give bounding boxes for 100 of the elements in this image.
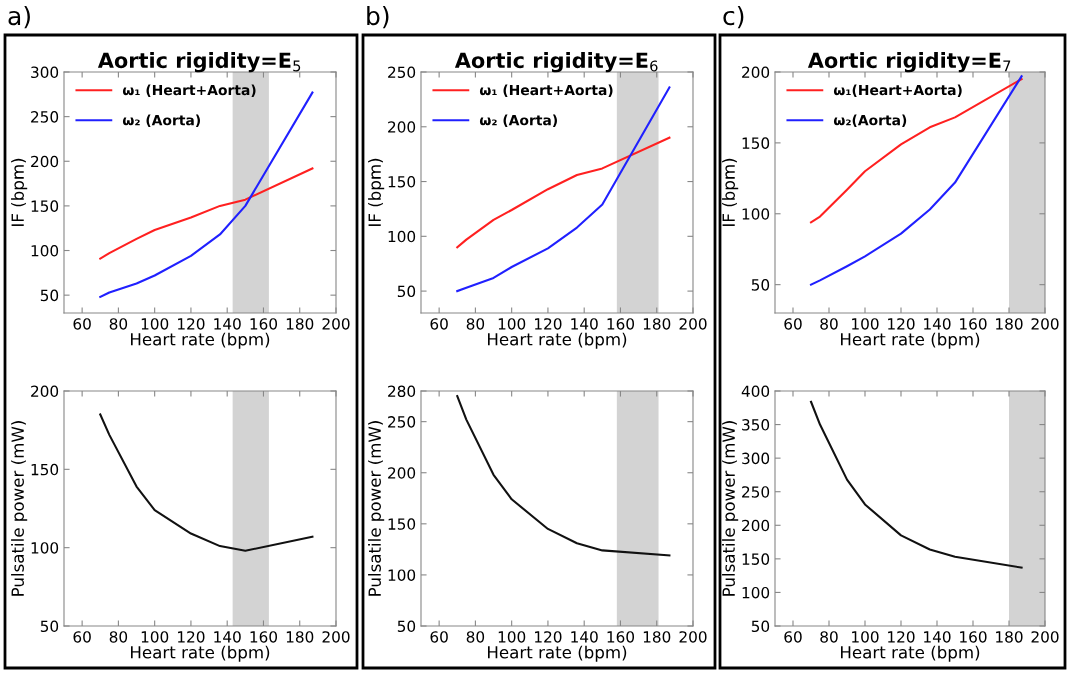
y-tick-label: 250 xyxy=(31,111,59,123)
y-tick-label: 100 xyxy=(31,542,59,554)
y-axis-title: Pulsatile power (mW) xyxy=(368,421,385,596)
x-tick-label: 100 xyxy=(852,631,879,643)
x-axis-title: Heart rate (bpm) xyxy=(488,645,627,662)
x-tick-label: 160 xyxy=(250,631,278,643)
x-tick-label: 160 xyxy=(960,318,987,330)
line-series xyxy=(99,167,314,260)
legend-label: ω₂(Aorta) xyxy=(833,114,907,127)
x-tick-label: 140 xyxy=(214,318,241,330)
y-axis-title: IF (bpm) xyxy=(722,158,739,226)
y-tick-label: 250 xyxy=(388,416,416,428)
line-series xyxy=(809,75,1023,286)
legend-label: ω₂ (Aorta) xyxy=(122,114,200,127)
y-tick-label: 400 xyxy=(741,385,770,398)
x-tick-label: 120 xyxy=(888,318,915,330)
x-tick-label: 180 xyxy=(643,318,671,330)
x-tick-label: 200 xyxy=(1031,631,1059,643)
text: c) xyxy=(723,5,744,29)
x-tick-label: 100 xyxy=(498,318,526,330)
chart-title: Aortic rigidity=E$_{6}$ xyxy=(454,52,658,73)
y-tick-label: 50 xyxy=(40,289,59,302)
x-axis-title: Heart rate (bpm) xyxy=(131,645,270,662)
x-tick-label: 120 xyxy=(178,631,205,643)
text: a) xyxy=(8,5,30,29)
x-tick-label: 60 xyxy=(430,631,448,643)
x-tick-label: 120 xyxy=(535,318,562,330)
y-tick-label: 50 xyxy=(751,279,770,291)
x-tick-label: 140 xyxy=(571,631,598,643)
y-tick-label: 250 xyxy=(388,66,416,79)
x-tick-label: 140 xyxy=(924,318,951,330)
x-tick-label: 60 xyxy=(73,631,91,643)
y-tick-label: 150 xyxy=(388,176,416,188)
y-tick-label: 50 xyxy=(397,285,416,298)
y-tick-label: 200 xyxy=(742,519,770,532)
x-tick-label: 200 xyxy=(679,318,707,330)
y-tick-label: 250 xyxy=(742,486,770,498)
y-tick-label: 100 xyxy=(388,569,416,581)
line-series xyxy=(456,136,671,249)
line-series xyxy=(456,86,671,293)
x-tick-label: 160 xyxy=(250,318,278,330)
x-tick-label: 80 xyxy=(466,631,485,643)
y-tick-label: 50 xyxy=(397,620,416,633)
y-tick-label: 150 xyxy=(388,518,416,530)
x-tick-label: 140 xyxy=(571,318,598,330)
legend-label: ω₂ (Aorta) xyxy=(479,114,557,127)
y-tick-label: 280 xyxy=(388,385,416,398)
x-tick-label: 100 xyxy=(498,631,526,643)
x-axis-title: Heart rate (bpm) xyxy=(841,645,980,662)
chart-title: Aortic rigidity=E$_{7}$ xyxy=(807,52,1011,73)
y-axis-title: IF (bpm) xyxy=(368,158,385,226)
line-series xyxy=(809,400,1023,569)
legend-label: ω₁(Heart+Aorta) xyxy=(833,84,962,97)
y-tick-label: 150 xyxy=(742,137,770,149)
x-tick-label: 200 xyxy=(322,631,350,643)
y-tick-label: 100 xyxy=(742,586,770,599)
legend-label: ω₁ (Heart+Aorta) xyxy=(122,84,256,97)
x-tick-label: 140 xyxy=(214,631,241,643)
y-tick-label: 200 xyxy=(388,121,416,133)
x-axis-title: Heart rate (bpm) xyxy=(131,332,270,349)
y-tick-label: 150 xyxy=(31,463,59,476)
x-tick-label: 160 xyxy=(960,631,987,643)
x-tick-label: 200 xyxy=(679,631,707,643)
x-tick-label: 180 xyxy=(996,631,1023,643)
legend-label: ω₁ (Heart+Aorta) xyxy=(479,84,613,97)
y-tick-label: 300 xyxy=(31,66,59,79)
x-tick-label: 180 xyxy=(643,631,671,643)
x-tick-label: 60 xyxy=(430,318,448,330)
x-tick-label: 80 xyxy=(109,318,128,330)
y-tick-label: 350 xyxy=(742,419,770,431)
x-tick-label: 80 xyxy=(820,631,838,643)
x-tick-label: 180 xyxy=(286,318,314,330)
x-axis-title: Heart rate (bpm) xyxy=(488,332,627,349)
x-tick-label: 120 xyxy=(178,318,205,330)
y-tick-label: 100 xyxy=(388,230,416,243)
y-tick-label: 150 xyxy=(742,553,770,565)
y-axis-title: Pulsatile power (mW) xyxy=(11,421,28,596)
text: b) xyxy=(367,5,389,29)
x-tick-label: 200 xyxy=(1031,318,1059,330)
x-tick-label: 120 xyxy=(888,631,915,643)
y-tick-label: 100 xyxy=(31,244,59,257)
x-tick-label: 180 xyxy=(996,318,1023,330)
line-series xyxy=(456,395,671,557)
line-series xyxy=(809,78,1023,224)
y-axis-title: Pulsatile power (mW) xyxy=(722,421,739,596)
x-tick-label: 60 xyxy=(784,318,802,330)
x-tick-label: 120 xyxy=(535,631,562,643)
x-tick-label: 160 xyxy=(607,318,635,330)
x-tick-label: 60 xyxy=(73,318,91,330)
y-axis-title: IF (bpm) xyxy=(11,158,28,226)
chart-title: Aortic rigidity=E$_{5}$ xyxy=(97,52,301,73)
x-tick-label: 140 xyxy=(924,631,951,643)
line-series xyxy=(99,413,314,552)
y-tick-label: 100 xyxy=(742,208,770,220)
y-tick-label: 200 xyxy=(31,155,59,168)
y-tick-label: 150 xyxy=(31,200,59,212)
x-tick-label: 100 xyxy=(141,318,169,330)
y-tick-label: 300 xyxy=(742,452,770,465)
x-tick-label: 180 xyxy=(286,631,314,643)
x-tick-label: 200 xyxy=(322,318,350,330)
